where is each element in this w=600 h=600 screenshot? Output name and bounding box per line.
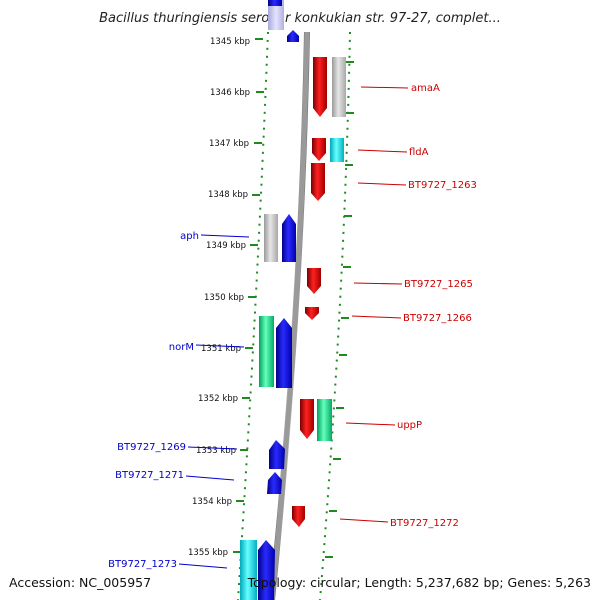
gene-label-norm[interactable]: norM (169, 342, 194, 353)
genome-backbone-highlight (269, 31, 310, 600)
gene-block (332, 57, 346, 117)
gene-arrow (313, 57, 327, 117)
gene-label-bt9727-1265[interactable]: BT9727_1265 (404, 279, 473, 290)
gene-arrow (276, 318, 292, 388)
gene-block (240, 540, 257, 600)
gene-label-bt9727-1271[interactable]: BT9727_1271 (115, 470, 184, 481)
gene-arrow (292, 506, 305, 527)
gene-arrow (269, 440, 285, 469)
ruler-tick-label: 1349 kbp (206, 241, 246, 251)
gene-label-bt9727-1272[interactable]: BT9727_1272 (390, 518, 459, 529)
left-dotted-border (237, 31, 269, 600)
gene-arrow (300, 399, 314, 439)
ruler-tick-label: 1347 kbp (209, 139, 249, 149)
gene-label-bt9727-1263[interactable]: BT9727_1263 (408, 180, 477, 191)
reverse-leader-lines (178, 234, 250, 569)
ruler-tick-label: 1346 kbp (210, 88, 250, 98)
ruler-tick-label: 1355 kbp (188, 548, 228, 558)
map-title: Bacillus thuringiensis serovar konkukian… (99, 11, 501, 26)
ruler-labels: 1345 kbp 1346 kbp 1347 kbp 1348 kbp 1349… (188, 37, 250, 558)
gene-arrow (282, 214, 296, 262)
topology-text: Topology: circular; Length: 5,237,682 bp… (247, 575, 591, 590)
gene-label-bt9727-1266[interactable]: BT9727_1266 (403, 313, 472, 324)
gene-arrow (305, 307, 319, 320)
ruler-tick-label: 1348 kbp (208, 190, 248, 200)
ruler-tick-label: 1353 kbp (196, 446, 236, 456)
gene-label-amaa[interactable]: amaA (411, 83, 440, 94)
gene-block (268, 0, 282, 6)
forward-strand-genes (292, 57, 346, 527)
ruler-tick-label: 1350 kbp (204, 293, 244, 303)
gene-label-aph[interactable]: aph (180, 231, 199, 242)
gene-label-bt9727-1269[interactable]: BT9727_1269 (117, 442, 186, 453)
reverse-strand-genes (240, 0, 299, 600)
gene-block (317, 399, 332, 441)
gene-label-flda[interactable]: fldA (409, 147, 429, 158)
gene-arrow (258, 540, 275, 600)
gene-arrow (312, 138, 326, 161)
gene-label-bt9727-1273[interactable]: BT9727_1273 (108, 559, 177, 570)
ruler-tick-label: 1345 kbp (210, 37, 250, 47)
gene-arrow (287, 30, 299, 42)
gene-arrow (307, 268, 321, 294)
ruler-ticks (233, 38, 354, 558)
accession-text: Accession: NC_005957 (9, 575, 151, 590)
ruler-tick-label: 1352 kbp (198, 394, 238, 404)
ruler-tick-label: 1351 kbp (201, 344, 241, 354)
gene-block (268, 0, 284, 30)
gene-arrow (311, 163, 325, 201)
gene-label-uppp[interactable]: uppP (397, 420, 422, 431)
gene-block (264, 214, 278, 262)
gene-block (330, 138, 344, 162)
forward-leader-lines (339, 86, 409, 523)
right-dotted-border (319, 31, 351, 600)
gene-labels: amaA fldA BT9727_1263 aph BT9727_1265 BT… (108, 83, 477, 570)
ruler-tick-label: 1354 kbp (192, 497, 232, 507)
gene-arrow (267, 472, 282, 494)
gene-block (259, 316, 274, 387)
